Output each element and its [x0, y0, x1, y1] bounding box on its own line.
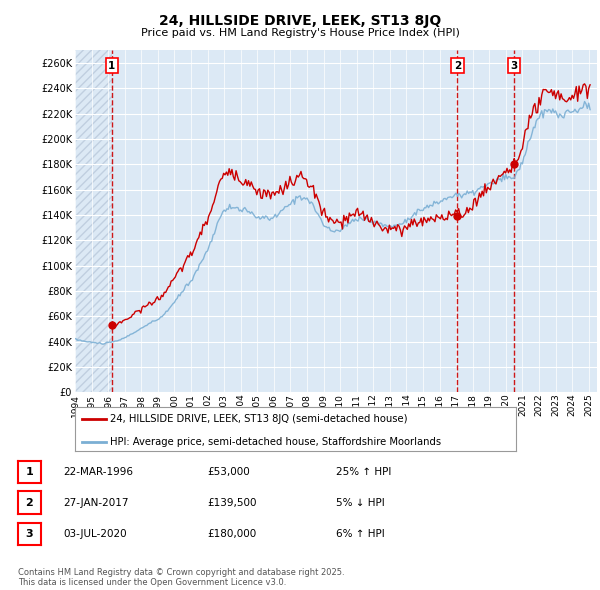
Text: £139,500: £139,500	[207, 498, 257, 507]
Text: 5% ↓ HPI: 5% ↓ HPI	[336, 498, 385, 507]
Text: £180,000: £180,000	[207, 529, 256, 539]
Text: Price paid vs. HM Land Registry's House Price Index (HPI): Price paid vs. HM Land Registry's House …	[140, 28, 460, 38]
Text: £53,000: £53,000	[207, 467, 250, 477]
Text: 2: 2	[26, 498, 33, 507]
Text: 24, HILLSIDE DRIVE, LEEK, ST13 8JQ (semi-detached house): 24, HILLSIDE DRIVE, LEEK, ST13 8JQ (semi…	[110, 415, 408, 424]
Text: 1: 1	[108, 61, 115, 71]
Text: 2: 2	[454, 61, 461, 71]
Text: 25% ↑ HPI: 25% ↑ HPI	[336, 467, 391, 477]
Text: HPI: Average price, semi-detached house, Staffordshire Moorlands: HPI: Average price, semi-detached house,…	[110, 437, 442, 447]
Text: 3: 3	[26, 529, 33, 539]
Text: 6% ↑ HPI: 6% ↑ HPI	[336, 529, 385, 539]
Text: 24, HILLSIDE DRIVE, LEEK, ST13 8JQ: 24, HILLSIDE DRIVE, LEEK, ST13 8JQ	[159, 14, 441, 28]
Text: 03-JUL-2020: 03-JUL-2020	[63, 529, 127, 539]
Text: Contains HM Land Registry data © Crown copyright and database right 2025.
This d: Contains HM Land Registry data © Crown c…	[18, 568, 344, 587]
Text: 27-JAN-2017: 27-JAN-2017	[63, 498, 128, 507]
Text: 22-MAR-1996: 22-MAR-1996	[63, 467, 133, 477]
Text: 3: 3	[511, 61, 518, 71]
Bar	[75, 50, 112, 392]
Text: 1: 1	[26, 467, 33, 477]
